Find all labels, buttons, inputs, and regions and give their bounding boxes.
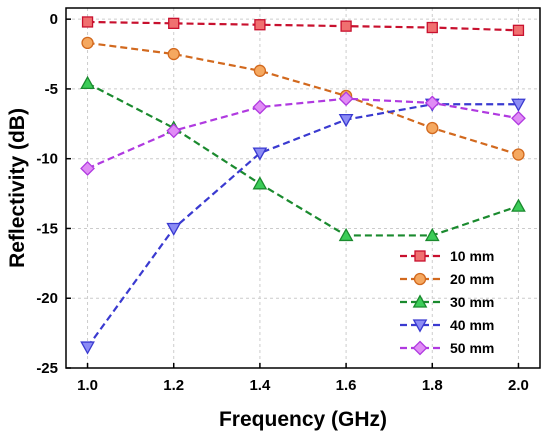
legend-label: 50 mm	[450, 340, 494, 356]
plot-frame	[65, 7, 541, 369]
series-20-mm	[81, 36, 525, 161]
data-point	[512, 148, 525, 161]
data-point	[340, 20, 352, 32]
series-line	[87, 20, 519, 32]
legend-item: 20 mm	[400, 271, 494, 287]
y-tick-label: -20	[36, 290, 58, 307]
data-point	[511, 198, 526, 212]
series-10-mm	[81, 16, 525, 36]
legend-label: 40 mm	[450, 317, 494, 333]
data-point	[424, 227, 440, 242]
data-point	[166, 222, 182, 237]
legend-marker	[413, 272, 427, 286]
series-group	[80, 16, 526, 355]
x-tick-label: 1.4	[249, 377, 271, 394]
data-point	[81, 36, 94, 50]
data-point	[253, 64, 267, 77]
series-line	[87, 82, 519, 237]
data-point	[167, 47, 180, 61]
y-tick-label: -10	[36, 151, 58, 168]
legend: 10 mm 20 mm 30 mm 40 mm 50 mm	[400, 248, 494, 356]
data-point	[512, 24, 525, 36]
legend-item: 10 mm	[400, 248, 494, 264]
data-point	[81, 16, 94, 28]
y-tick-label: -25	[36, 360, 58, 377]
data-point	[166, 123, 182, 139]
legend-label: 10 mm	[450, 248, 494, 264]
data-point	[338, 227, 354, 242]
y-tick-label: -5	[45, 81, 58, 98]
x-axis-label: Frequency (GHz)	[219, 408, 387, 431]
legend-marker	[412, 294, 428, 308]
series-50-mm	[80, 91, 526, 176]
legend-marker	[412, 340, 428, 356]
data-point	[252, 176, 268, 190]
data-point	[252, 147, 268, 161]
legend-label: 30 mm	[450, 294, 494, 310]
data-point	[338, 91, 354, 107]
x-tick-label: 1.8	[422, 377, 443, 394]
legend-label: 20 mm	[450, 271, 494, 287]
y-axis-label: Reflectivity (dB)	[6, 108, 29, 268]
data-point	[80, 161, 95, 176]
data-point	[338, 113, 354, 128]
y-tick-label: 0	[50, 11, 58, 28]
x-tick-label: 2.0	[508, 377, 529, 394]
data-point	[168, 17, 180, 29]
legend-item: 30 mm	[400, 294, 494, 310]
data-point	[80, 75, 95, 89]
data-point	[254, 19, 266, 31]
y-axis-ticks: 0 -5 -10 -15 -20 -25	[36, 11, 71, 377]
series-line	[87, 97, 519, 170]
data-point	[80, 341, 95, 355]
data-point	[511, 110, 526, 126]
legend-marker	[414, 250, 426, 262]
series-line	[86, 103, 519, 348]
data-point	[426, 21, 438, 34]
data-point	[424, 95, 440, 111]
x-axis-ticks: 1.0 1.2 1.4 1.6 1.8 2.0	[77, 363, 529, 394]
data-point	[511, 98, 526, 112]
x-tick-label: 1.0	[77, 377, 98, 394]
data-point	[252, 99, 268, 115]
grid	[66, 8, 540, 369]
legend-item: 40 mm	[400, 317, 494, 333]
y-tick-label: -15	[36, 220, 58, 237]
series-line	[87, 41, 519, 156]
x-tick-label: 1.6	[336, 377, 357, 394]
legend-item: 50 mm	[400, 340, 494, 356]
legend-marker	[412, 319, 428, 333]
data-point	[426, 121, 439, 135]
x-tick-label: 1.2	[163, 377, 184, 394]
